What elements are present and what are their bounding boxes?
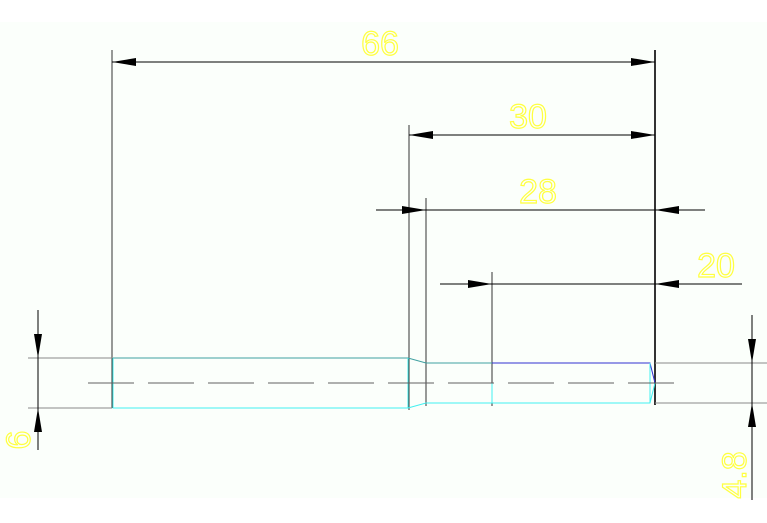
drawing-area — [0, 22, 767, 498]
dimension-text-30: 30 — [509, 98, 547, 136]
dimension-28: 28 — [376, 172, 705, 214]
dimension-6: 6 — [0, 310, 42, 450]
dimension-text-20: 20 — [697, 247, 735, 285]
dimension-text-6: 6 — [0, 431, 38, 450]
dimension-66: 66 — [112, 24, 655, 66]
dimension-30: 30 — [409, 97, 655, 139]
dimension-text-66: 66 — [361, 25, 399, 63]
shaft-outline — [28, 357, 767, 409]
dimension-text-28: 28 — [519, 173, 557, 211]
extension-lines — [111, 50, 656, 410]
dimension-20: 20 — [440, 246, 742, 288]
dimension-text-4-8: 4.8 — [716, 451, 754, 498]
dimension-4-8: 4.8 — [715, 315, 756, 500]
